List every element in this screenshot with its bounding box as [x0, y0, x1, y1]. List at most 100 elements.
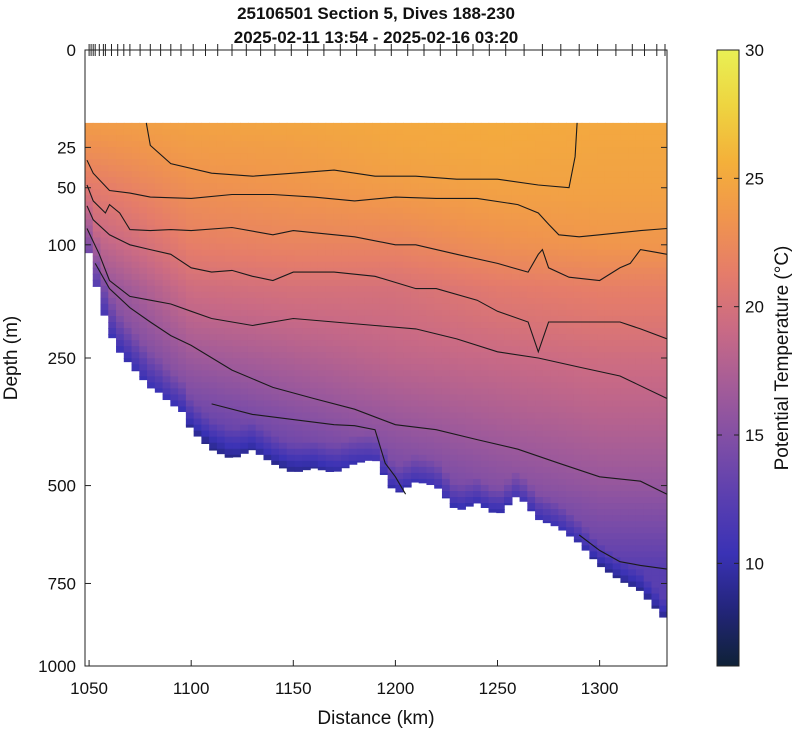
heatmap-cell	[488, 171, 497, 178]
heatmap-cell	[154, 153, 164, 160]
heatmap-cell	[628, 346, 637, 353]
heatmap-cell	[426, 177, 435, 184]
heatmap-cell	[224, 128, 234, 136]
heatmap-cell	[317, 358, 327, 365]
heatmap-cell	[341, 255, 350, 263]
heatmap-cell	[597, 128, 606, 136]
heatmap-cell	[356, 315, 366, 323]
heatmap-cell	[232, 231, 241, 239]
heatmap-cell	[535, 201, 544, 209]
heatmap-cell	[558, 454, 567, 462]
heatmap-cell	[317, 195, 327, 203]
heatmap-cell	[488, 165, 497, 172]
heatmap-cell	[635, 165, 645, 172]
heatmap-cell	[612, 515, 622, 522]
heatmap-cell	[395, 140, 404, 148]
heatmap-cell	[604, 213, 614, 221]
heatmap-cell	[372, 159, 381, 166]
heatmap-cell	[356, 297, 366, 305]
heatmap-cell	[255, 370, 265, 378]
heatmap-cell	[185, 279, 195, 287]
heatmap-cell	[162, 352, 172, 359]
heatmap-cell	[581, 352, 591, 359]
heatmap-cell	[255, 358, 265, 365]
heatmap-cell	[185, 412, 195, 420]
heatmap-cell	[302, 394, 311, 402]
heatmap-cell	[201, 291, 210, 299]
heatmap-cell	[240, 412, 249, 420]
heatmap-cell	[356, 134, 366, 142]
heatmap-cell	[558, 273, 567, 281]
heatmap-cell	[504, 352, 513, 359]
heatmap-cell	[527, 183, 536, 190]
heatmap-cell	[457, 255, 466, 263]
heatmap-cell	[597, 551, 606, 559]
heatmap-cell	[178, 207, 187, 215]
heatmap-cell	[178, 243, 187, 251]
heatmap-cell	[473, 273, 482, 281]
heatmap-cell	[286, 394, 296, 402]
heatmap-cell	[279, 352, 288, 359]
heatmap-cell	[310, 382, 319, 390]
heatmap-cell	[271, 340, 280, 347]
heatmap-cell	[620, 478, 629, 486]
heatmap-cell	[519, 400, 529, 408]
heatmap-cell	[92, 153, 102, 160]
heatmap-cell	[100, 201, 109, 209]
heatmap-cell	[410, 358, 420, 365]
heatmap-cell	[240, 309, 249, 317]
heatmap-cell	[263, 122, 272, 130]
heatmap-cell	[604, 563, 614, 571]
heatmap-cell	[441, 430, 451, 438]
heatmap-cell	[488, 340, 497, 347]
heatmap-cell	[426, 472, 435, 480]
heatmap-cell	[504, 442, 513, 450]
heatmap-cell	[550, 382, 560, 390]
heatmap-cell	[131, 183, 141, 190]
heatmap-cell	[108, 231, 117, 239]
heatmap-cell	[573, 436, 583, 444]
heatmap-cell	[193, 231, 203, 239]
heatmap-cell	[550, 291, 560, 299]
heatmap-cell	[488, 237, 497, 245]
heatmap-cell	[566, 122, 575, 130]
heatmap-cell	[473, 303, 482, 311]
heatmap-cell	[372, 267, 381, 275]
heatmap-cell	[403, 255, 412, 263]
heatmap-cell	[209, 153, 218, 160]
heatmap-cell	[480, 406, 490, 414]
heatmap-cell	[504, 285, 513, 293]
heatmap-cell	[581, 122, 591, 130]
heatmap-cell	[651, 165, 660, 172]
heatmap-cell	[480, 394, 490, 402]
heatmap-cell	[247, 189, 257, 196]
heatmap-cell	[131, 207, 141, 215]
heatmap-cell	[628, 376, 637, 384]
heatmap-cell	[333, 303, 342, 311]
heatmap-cell	[426, 243, 435, 251]
heatmap-cell	[441, 436, 451, 444]
heatmap-cell	[496, 376, 505, 384]
heatmap-cell	[620, 515, 629, 522]
heatmap-cell	[216, 358, 226, 365]
heatmap-cell	[620, 364, 629, 371]
heatmap-cell	[123, 297, 133, 305]
heatmap-cell	[527, 424, 536, 432]
heatmap-cell	[449, 128, 459, 136]
heatmap-cell	[635, 171, 645, 178]
heatmap-cell	[628, 195, 637, 203]
heatmap-cell	[147, 134, 156, 142]
heatmap-cell	[279, 442, 288, 450]
heatmap-cell	[333, 424, 342, 432]
heatmap-cell	[519, 315, 529, 323]
heatmap-cell	[651, 352, 660, 359]
heatmap-cell	[317, 466, 327, 471]
heatmap-cell	[271, 255, 280, 263]
heatmap-cell	[302, 183, 311, 190]
heatmap-cell	[356, 255, 366, 263]
heatmap-cell	[201, 334, 210, 341]
heatmap-cell	[581, 207, 591, 215]
heatmap-cell	[325, 406, 335, 414]
heatmap-cell	[465, 382, 474, 390]
heatmap-cell	[581, 400, 591, 408]
